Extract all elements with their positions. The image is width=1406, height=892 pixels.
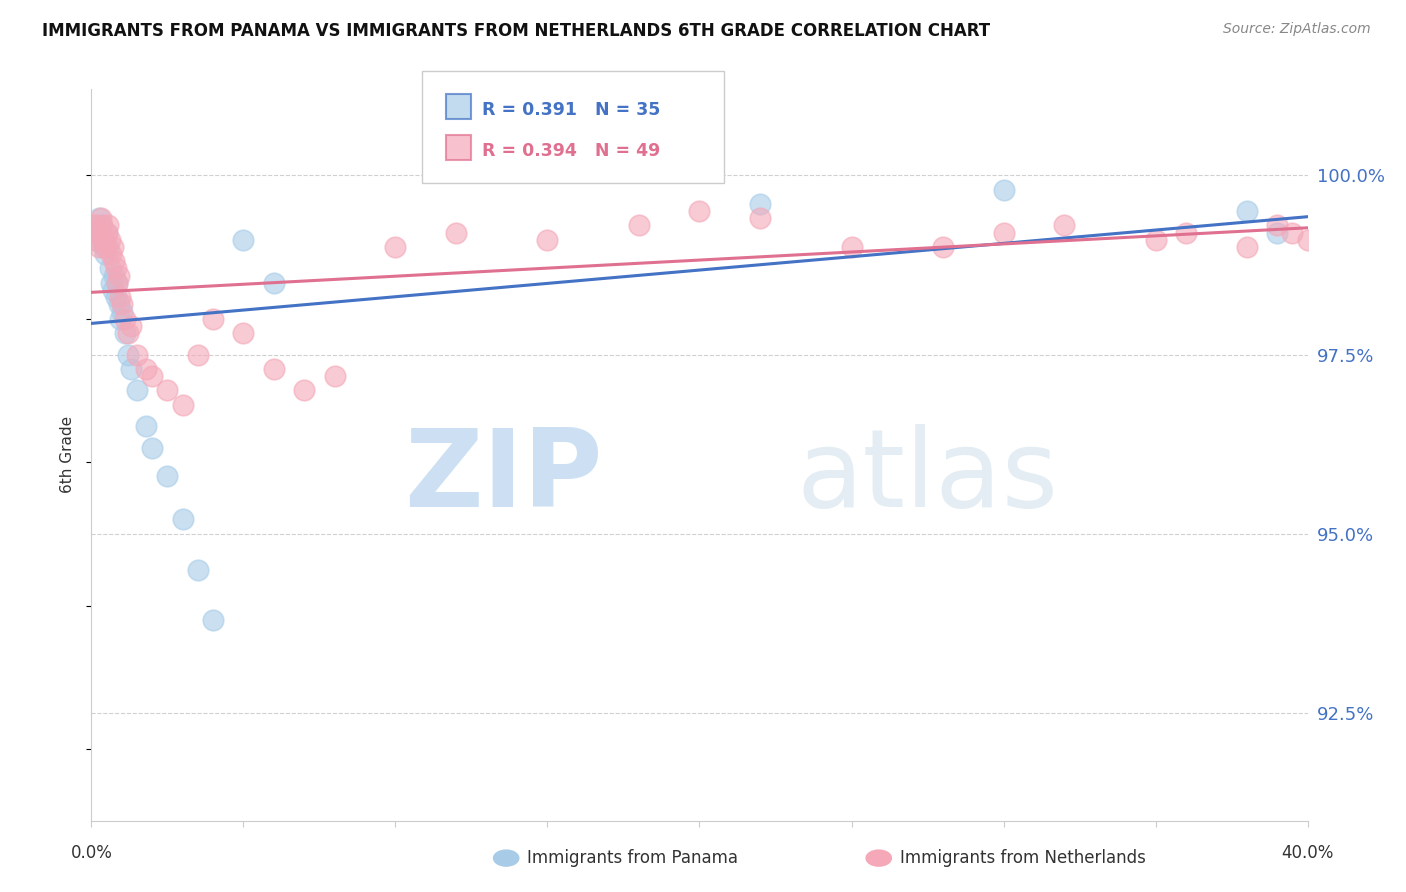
Point — [1236, 204, 1258, 219]
Point — [98, 261, 121, 276]
Text: Immigrants from Panama: Immigrants from Panama — [527, 849, 738, 867]
Point — [86, 226, 108, 240]
Point — [105, 276, 128, 290]
Point — [135, 362, 157, 376]
Point — [91, 219, 114, 233]
Point — [93, 240, 115, 254]
Point — [117, 347, 139, 361]
Point — [111, 304, 134, 318]
Point — [263, 362, 285, 376]
Point — [94, 240, 117, 254]
Point — [1296, 233, 1319, 247]
Point — [110, 290, 132, 304]
Point — [263, 276, 285, 290]
Point — [86, 226, 108, 240]
Point — [1144, 233, 1167, 247]
Point — [1281, 226, 1303, 240]
Point — [107, 297, 129, 311]
Point — [187, 563, 209, 577]
Point — [931, 240, 953, 254]
Point — [141, 441, 163, 455]
Point — [84, 233, 107, 247]
Point — [135, 419, 157, 434]
Point — [114, 311, 136, 326]
Point — [993, 183, 1015, 197]
Point — [156, 469, 179, 483]
Text: R = 0.391   N = 35: R = 0.391 N = 35 — [482, 101, 661, 119]
Text: atlas: atlas — [797, 424, 1059, 530]
Point — [97, 219, 120, 233]
Point — [104, 261, 127, 276]
Point — [94, 247, 117, 261]
Point — [384, 240, 406, 254]
Point — [841, 240, 863, 254]
Point — [84, 219, 107, 233]
Point — [232, 233, 254, 247]
Point — [627, 219, 650, 233]
Point — [105, 276, 128, 290]
Point — [98, 233, 121, 247]
Point — [120, 318, 142, 333]
Point — [91, 233, 114, 247]
Point — [156, 384, 179, 398]
Point — [323, 369, 346, 384]
Point — [202, 311, 225, 326]
Text: Source: ZipAtlas.com: Source: ZipAtlas.com — [1223, 22, 1371, 37]
Point — [172, 512, 194, 526]
Text: R = 0.394   N = 49: R = 0.394 N = 49 — [482, 142, 661, 160]
Point — [93, 233, 115, 247]
Point — [444, 226, 467, 240]
Point — [202, 613, 225, 627]
Point — [100, 247, 122, 261]
Point — [103, 254, 125, 268]
Point — [96, 226, 118, 240]
Point — [688, 204, 710, 219]
Point — [101, 283, 124, 297]
Point — [172, 398, 194, 412]
Point — [749, 211, 772, 226]
Point — [187, 347, 209, 361]
Point — [141, 369, 163, 384]
Text: 0.0%: 0.0% — [70, 844, 112, 862]
Point — [292, 384, 315, 398]
Point — [125, 384, 148, 398]
Point — [89, 211, 111, 226]
Point — [107, 268, 129, 283]
Point — [87, 211, 110, 226]
Point — [100, 276, 122, 290]
Point — [97, 240, 120, 254]
Point — [1175, 226, 1198, 240]
Point — [87, 240, 110, 254]
Point — [1265, 219, 1288, 233]
Point — [1236, 240, 1258, 254]
Point — [1053, 219, 1076, 233]
Point — [536, 233, 558, 247]
Text: 40.0%: 40.0% — [1281, 844, 1334, 862]
Point — [104, 290, 127, 304]
Point — [232, 326, 254, 340]
Point — [103, 268, 125, 283]
Y-axis label: 6th Grade: 6th Grade — [60, 417, 76, 493]
Point — [749, 197, 772, 211]
Point — [89, 219, 111, 233]
Point — [114, 326, 136, 340]
Point — [993, 226, 1015, 240]
Point — [83, 219, 105, 233]
Point — [96, 226, 118, 240]
Point — [125, 347, 148, 361]
Point — [1265, 226, 1288, 240]
Text: Immigrants from Netherlands: Immigrants from Netherlands — [900, 849, 1146, 867]
Text: IMMIGRANTS FROM PANAMA VS IMMIGRANTS FROM NETHERLANDS 6TH GRADE CORRELATION CHAR: IMMIGRANTS FROM PANAMA VS IMMIGRANTS FRO… — [42, 22, 990, 40]
Point — [83, 233, 105, 247]
Point — [111, 297, 134, 311]
Point — [101, 240, 124, 254]
Point — [120, 362, 142, 376]
Point — [117, 326, 139, 340]
Point — [110, 311, 132, 326]
Text: ZIP: ZIP — [404, 424, 602, 530]
